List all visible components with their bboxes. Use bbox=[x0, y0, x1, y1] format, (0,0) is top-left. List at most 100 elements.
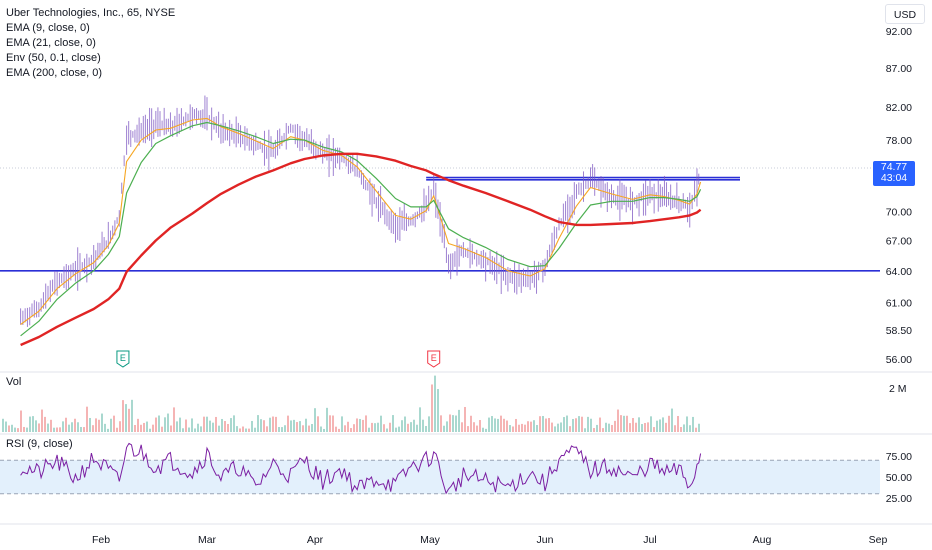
volume-bar bbox=[386, 428, 388, 432]
volume-bar bbox=[89, 417, 91, 432]
volume-bar bbox=[632, 418, 634, 432]
volume-bar bbox=[269, 417, 271, 432]
volume-bar bbox=[146, 421, 148, 432]
volume-bar bbox=[560, 422, 562, 432]
volume-bar bbox=[50, 419, 52, 432]
volume-bar bbox=[614, 420, 616, 432]
volume-bar bbox=[74, 418, 76, 432]
volume-bar bbox=[587, 416, 589, 432]
volume-bar bbox=[65, 417, 67, 432]
volume-bar bbox=[599, 417, 601, 432]
volume-bar bbox=[620, 415, 622, 432]
volume-bar bbox=[317, 416, 319, 432]
earnings-marker-label: E bbox=[120, 353, 126, 363]
volume-bar bbox=[695, 427, 697, 432]
price-axis-tick: 82.00 bbox=[886, 102, 912, 114]
time-axis-tick: Jul bbox=[643, 534, 656, 546]
volume-bar bbox=[419, 407, 421, 432]
volume-bar bbox=[296, 422, 298, 432]
volume-bar bbox=[458, 409, 460, 432]
volume-axis-tick: 2 M bbox=[889, 383, 907, 395]
volume-bar bbox=[2, 418, 4, 432]
volume-bar bbox=[536, 424, 538, 432]
symbol-title[interactable]: Uber Technologies, Inc., 65, NYSE bbox=[6, 7, 176, 19]
volume-bar bbox=[119, 421, 121, 432]
price-axis-tick: 70.00 bbox=[886, 207, 912, 219]
time-axis-tick: Jun bbox=[537, 534, 554, 546]
volume-bar bbox=[653, 427, 655, 432]
volume-bar bbox=[482, 427, 484, 432]
volume-bar bbox=[344, 425, 346, 432]
volume-bar bbox=[593, 428, 595, 432]
volume-bar bbox=[629, 423, 631, 432]
currency-button[interactable]: USD bbox=[885, 4, 925, 24]
volume-bar bbox=[596, 424, 598, 432]
price-axis-tick: 56.00 bbox=[886, 354, 912, 366]
volume-bar bbox=[14, 427, 16, 432]
volume-bar bbox=[626, 415, 628, 432]
volume-bar bbox=[476, 425, 478, 432]
volume-bar bbox=[542, 415, 544, 432]
volume-bar bbox=[689, 425, 691, 432]
volume-bar bbox=[557, 423, 559, 432]
volume-bar bbox=[584, 428, 586, 432]
rsi-pane-title[interactable]: RSI (9, close) bbox=[6, 438, 73, 450]
volume-bar bbox=[260, 419, 262, 432]
volume-bar bbox=[617, 409, 619, 432]
rsi-line bbox=[20, 442, 702, 495]
volume-bar bbox=[605, 422, 607, 432]
rsi-axis-tick: 75.00 bbox=[886, 451, 912, 463]
volume-bar bbox=[128, 408, 130, 432]
volume-bar bbox=[365, 415, 367, 432]
volume-bar bbox=[353, 424, 355, 432]
volume-bar bbox=[674, 425, 676, 432]
price-axis-tick: 87.00 bbox=[886, 63, 912, 75]
volume-bar bbox=[221, 418, 223, 432]
volume-bar bbox=[416, 424, 418, 432]
volume-bar bbox=[272, 416, 274, 432]
volume-bar bbox=[215, 416, 217, 432]
volume-bar bbox=[182, 428, 184, 432]
volume-bar bbox=[530, 421, 532, 432]
volume-bar bbox=[98, 419, 100, 432]
volume-bar bbox=[68, 424, 70, 432]
volume-bar bbox=[671, 408, 673, 432]
volume-bar bbox=[38, 423, 40, 432]
volume-bar bbox=[53, 427, 55, 432]
time-axis-tick: Sep bbox=[869, 534, 888, 546]
indicator-envelope[interactable]: Env (50, 0.1, close) bbox=[6, 52, 101, 64]
indicator-ema200[interactable]: EMA (200, close, 0) bbox=[6, 67, 102, 79]
volume-bar bbox=[149, 428, 151, 432]
volume-bar bbox=[461, 422, 463, 432]
volume-bar bbox=[338, 428, 340, 432]
volume-bar bbox=[29, 416, 31, 432]
volume-bar bbox=[422, 419, 424, 432]
volume-bar bbox=[233, 415, 235, 432]
volume-bar bbox=[137, 418, 139, 432]
volume-bar bbox=[278, 427, 280, 432]
volume-bar bbox=[152, 424, 154, 432]
volume-bar bbox=[212, 422, 214, 432]
volume-bar bbox=[551, 422, 553, 432]
volume-bar bbox=[284, 425, 286, 432]
indicator-ema9[interactable]: EMA (9, close, 0) bbox=[6, 22, 90, 34]
volume-bar bbox=[665, 422, 667, 432]
volume-bar bbox=[434, 375, 436, 432]
volume-bar bbox=[581, 416, 583, 432]
volume-bar bbox=[110, 418, 112, 432]
volume-pane-title[interactable]: Vol bbox=[6, 376, 22, 388]
volume-bar bbox=[371, 422, 373, 432]
volume-bar bbox=[104, 423, 106, 432]
volume-bar bbox=[341, 416, 343, 432]
volume-bar bbox=[140, 424, 142, 432]
volume-bar bbox=[80, 426, 82, 432]
volume-bar bbox=[506, 420, 508, 432]
volume-bar bbox=[161, 426, 163, 432]
volume-bar bbox=[170, 425, 172, 432]
indicator-ema21[interactable]: EMA (21, close, 0) bbox=[6, 37, 96, 49]
volume-bar bbox=[122, 400, 124, 432]
volume-bar bbox=[266, 426, 268, 432]
volume-bar bbox=[545, 418, 547, 432]
volume-bar bbox=[611, 424, 613, 432]
